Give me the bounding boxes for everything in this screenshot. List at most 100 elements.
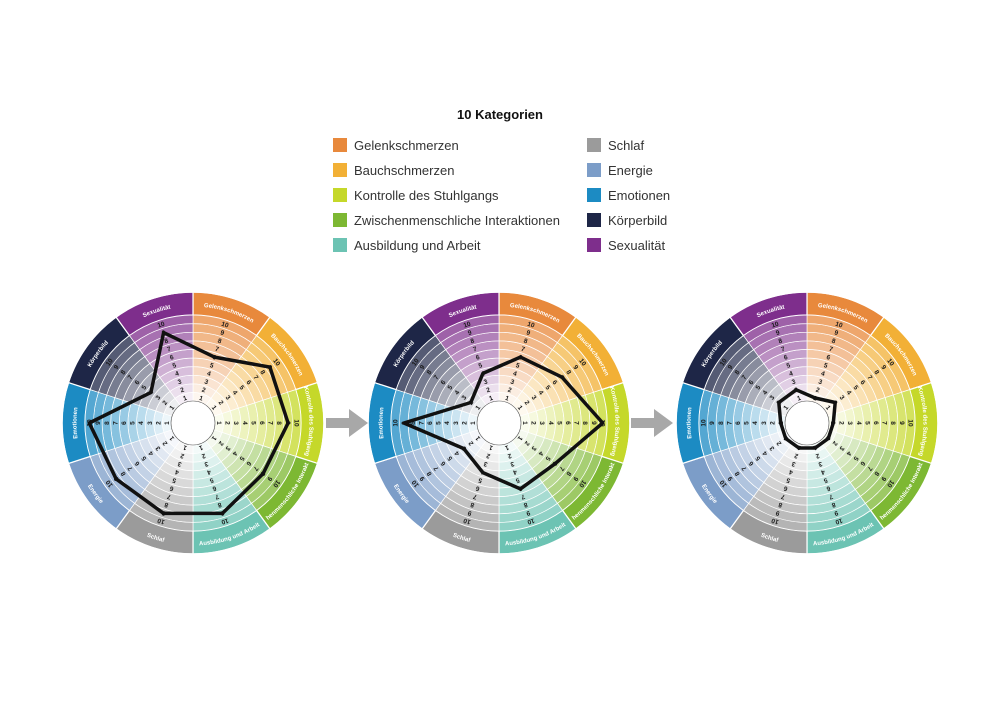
- profile-polygon: [777, 388, 837, 450]
- scale-number: 5: [478, 362, 484, 370]
- scale-number: 3: [483, 378, 489, 386]
- legend-label: Ausbildung und Arbeit: [354, 237, 481, 253]
- legend-swatch: [333, 163, 347, 177]
- profile-polygon: [402, 355, 605, 491]
- scale-number: 8: [426, 369, 434, 376]
- scale-number: 5: [140, 454, 148, 461]
- scale-number: 6: [859, 379, 867, 386]
- scale-number: 6: [783, 354, 789, 362]
- scale-number: 7: [472, 492, 478, 500]
- scale-number: 2: [507, 387, 513, 395]
- legend-item: Zwischenmenschliche Interaktionen: [333, 212, 560, 228]
- scale-number: 2: [523, 399, 531, 406]
- scale-number: 3: [509, 460, 515, 468]
- scale-number: 2: [485, 451, 491, 459]
- scale-number: 2: [830, 440, 838, 447]
- legend-item: Emotionen: [587, 187, 670, 203]
- scale-number: 6: [169, 484, 175, 492]
- scale-number: 9: [727, 475, 735, 482]
- scale-number: 2: [179, 451, 185, 459]
- scale-number: 1: [474, 434, 482, 441]
- scale-number: 3: [177, 378, 183, 386]
- scale-number: 6: [258, 421, 265, 425]
- scale-number: 5: [238, 384, 246, 391]
- scale-number: 4: [454, 389, 462, 396]
- scale-number: 4: [241, 421, 248, 425]
- scale-number: 3: [453, 421, 460, 425]
- scale-ring-cell: [743, 314, 808, 344]
- scale-number: 4: [206, 468, 212, 476]
- scale-number: 1: [521, 421, 528, 425]
- scale-number: 5: [822, 476, 828, 484]
- scale-number: 3: [761, 421, 768, 425]
- legend-label: Sexualität: [608, 237, 666, 253]
- scale-number: 1: [504, 395, 510, 403]
- legend-label: Zwischenmenschliche Interaktionen: [354, 212, 560, 228]
- scale-number: 10: [220, 321, 229, 330]
- legend-item: Kontrolle des Stuhlgangs: [333, 187, 499, 203]
- scale-number: 3: [483, 460, 489, 468]
- scale-number: 5: [515, 362, 521, 370]
- scale-number: 1: [182, 395, 188, 403]
- scale-number: 6: [858, 460, 866, 467]
- scale-number: 10: [719, 357, 729, 367]
- category-label: Emotionen: [378, 407, 385, 439]
- scale-number: 1: [168, 404, 176, 411]
- scale-number: 4: [230, 450, 238, 457]
- scale-number: 10: [885, 478, 895, 488]
- scale-number: 6: [783, 484, 789, 492]
- scale-number: 6: [427, 421, 434, 425]
- scale-number: 2: [838, 421, 845, 425]
- scale-number: 2: [201, 387, 207, 395]
- scale-number: 4: [174, 468, 180, 476]
- legend-item: Sexualität: [587, 237, 665, 253]
- scale-number: 4: [844, 450, 852, 457]
- scale-number: 4: [536, 450, 544, 457]
- scale-number: 7: [881, 421, 888, 425]
- scale-number: 2: [200, 452, 206, 460]
- scale-number: 5: [172, 362, 178, 370]
- scale-number: 7: [573, 421, 580, 425]
- scale-number: 8: [217, 338, 223, 346]
- scale-number: 8: [889, 421, 896, 425]
- scale-number: 10: [526, 321, 535, 330]
- scale-number: 7: [127, 374, 135, 381]
- scale-number: 3: [768, 444, 776, 451]
- scale-number: 6: [747, 459, 755, 466]
- legend-swatch: [587, 238, 601, 252]
- scale-number: 7: [865, 465, 873, 472]
- scale-number: 2: [180, 387, 186, 395]
- scale-number: 5: [786, 362, 792, 370]
- scale-number: 10: [577, 358, 587, 368]
- scale-number: 4: [138, 421, 145, 425]
- scale-number: 8: [581, 421, 588, 425]
- scale-number: 2: [506, 452, 512, 460]
- scale-number: 8: [564, 470, 572, 477]
- scale-number: 8: [830, 501, 836, 509]
- scale-number: 3: [224, 394, 232, 401]
- scale-number: 7: [214, 346, 220, 354]
- scale-number: 8: [872, 369, 880, 376]
- scale-number: 9: [775, 329, 781, 337]
- wheel-center: [784, 400, 830, 446]
- scale-number: 6: [245, 379, 253, 386]
- scale-number: 10: [526, 516, 535, 525]
- scale-number: 2: [775, 439, 783, 446]
- scale-number: 8: [120, 470, 128, 477]
- scale-number: 10: [577, 478, 587, 488]
- category-label: Schlaf: [146, 533, 166, 544]
- scale-number: 3: [838, 394, 846, 401]
- scale-number: 7: [741, 374, 749, 381]
- scale-number: 9: [571, 475, 579, 482]
- scale-number: 5: [171, 476, 177, 484]
- scale-number: 1: [198, 395, 204, 403]
- scale-number: 7: [251, 374, 259, 381]
- scale-number: 10: [271, 478, 281, 488]
- scale-number: 4: [174, 370, 180, 378]
- legend-swatch: [587, 213, 601, 227]
- legend-swatch: [333, 138, 347, 152]
- scale-number: 5: [555, 421, 562, 425]
- scale-number: 8: [734, 369, 742, 376]
- scale-number: 10: [885, 358, 895, 368]
- scale-number: 3: [223, 445, 231, 452]
